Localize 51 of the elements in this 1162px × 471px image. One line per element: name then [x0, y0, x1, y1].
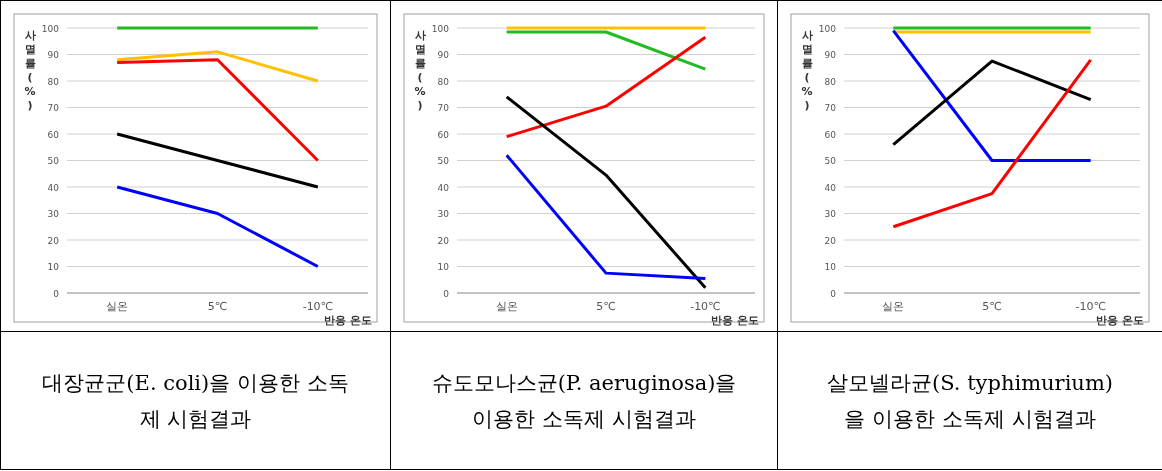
- y-tick-label: 0: [443, 288, 450, 299]
- y-tick-label: 90: [824, 50, 837, 60]
- y-tick-label: 90: [47, 50, 60, 60]
- y-tick-label: 10: [47, 262, 60, 272]
- x-axis-title: 반응 온도: [1096, 314, 1144, 327]
- y-tick-label: 20: [47, 235, 60, 246]
- y-tick-label: 60: [47, 129, 60, 140]
- y-tick-label: 20: [437, 235, 450, 246]
- y-tick-label: 100: [431, 23, 450, 34]
- x-axis-title: 반응 온도: [711, 314, 759, 327]
- y-tick-label: 60: [437, 129, 450, 140]
- y-axis-title: 사멸률(%): [414, 29, 426, 112]
- y-tick-label: 80: [47, 76, 60, 87]
- x-tick-label: -10℃: [690, 300, 721, 313]
- y-tick-label: 0: [830, 288, 837, 299]
- x-tick-label: 실온: [882, 300, 905, 313]
- y-tick-label: 50: [824, 156, 837, 166]
- x-tick-label: -10℃: [302, 300, 333, 313]
- y-tick-label: 100: [818, 23, 837, 34]
- y-tick-label: 100: [41, 23, 60, 34]
- x-axis-title: 반응 온도: [324, 314, 372, 327]
- x-tick-label: 실온: [495, 300, 518, 313]
- y-tick-label: 70: [824, 103, 837, 113]
- y-tick-label: 40: [47, 182, 60, 193]
- x-tick-label: 5℃: [207, 300, 228, 313]
- y-tick-label: 0: [53, 288, 60, 299]
- y-tick-label: 80: [437, 76, 450, 87]
- y-tick-label: 40: [437, 182, 450, 193]
- y-axis-title: 사멸률(%): [24, 29, 36, 112]
- y-tick-label: 60: [824, 129, 837, 140]
- y-tick-label: 90: [437, 50, 450, 60]
- y-axis-title: 사멸률(%): [801, 29, 813, 112]
- y-tick-label: 70: [437, 103, 450, 113]
- text: 대장균군(E. coli)을 이용한 소독제 시험결과: [41, 369, 350, 433]
- y-tick-label: 50: [437, 156, 450, 166]
- y-tick-label: 70: [47, 103, 60, 113]
- x-tick-label: 5℃: [596, 300, 616, 313]
- text: 슈도모나스균(P. aeruginosa)을 이용한 소독제 시험결과: [431, 369, 737, 433]
- x-tick-label: 5℃: [982, 300, 1002, 313]
- y-tick-label: 30: [47, 209, 60, 219]
- y-tick-label: 50: [47, 156, 60, 166]
- x-tick-label: -10℃: [1075, 300, 1106, 313]
- y-tick-label: 10: [437, 262, 450, 272]
- text: 살모넬라균(S. typhimurium)을 이용한 소독제 시험결과: [826, 369, 1114, 433]
- y-tick-label: 80: [824, 76, 837, 87]
- x-tick-label: 실온: [106, 300, 129, 313]
- y-tick-label: 10: [824, 262, 837, 272]
- y-tick-label: 20: [824, 235, 837, 246]
- y-tick-label: 30: [824, 209, 837, 219]
- y-tick-label: 40: [824, 182, 837, 193]
- y-tick-label: 30: [437, 209, 450, 219]
